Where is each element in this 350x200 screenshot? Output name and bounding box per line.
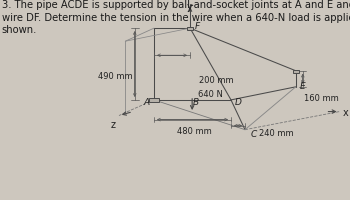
Bar — [187, 27, 193, 31]
Text: 160 mm: 160 mm — [304, 94, 339, 102]
Bar — [293, 71, 299, 74]
Text: y: y — [187, 2, 193, 12]
Text: E: E — [299, 82, 305, 90]
Text: 490 mm: 490 mm — [98, 72, 133, 80]
Text: 200 mm: 200 mm — [199, 76, 234, 84]
Text: 640 N: 640 N — [198, 90, 223, 98]
Text: D: D — [235, 98, 242, 107]
Text: 3. The pipe ACDE is supported by ball-and-socket joints at A and E and by the
wi: 3. The pipe ACDE is supported by ball-an… — [2, 0, 350, 35]
Text: F: F — [194, 22, 200, 30]
Text: B: B — [193, 98, 199, 107]
Bar — [149, 98, 159, 103]
Text: z: z — [111, 119, 116, 129]
Text: C: C — [250, 130, 257, 138]
Text: 240 mm: 240 mm — [259, 128, 294, 137]
Text: 480 mm: 480 mm — [177, 126, 212, 135]
Text: x: x — [343, 107, 349, 117]
Text: A: A — [144, 98, 150, 106]
